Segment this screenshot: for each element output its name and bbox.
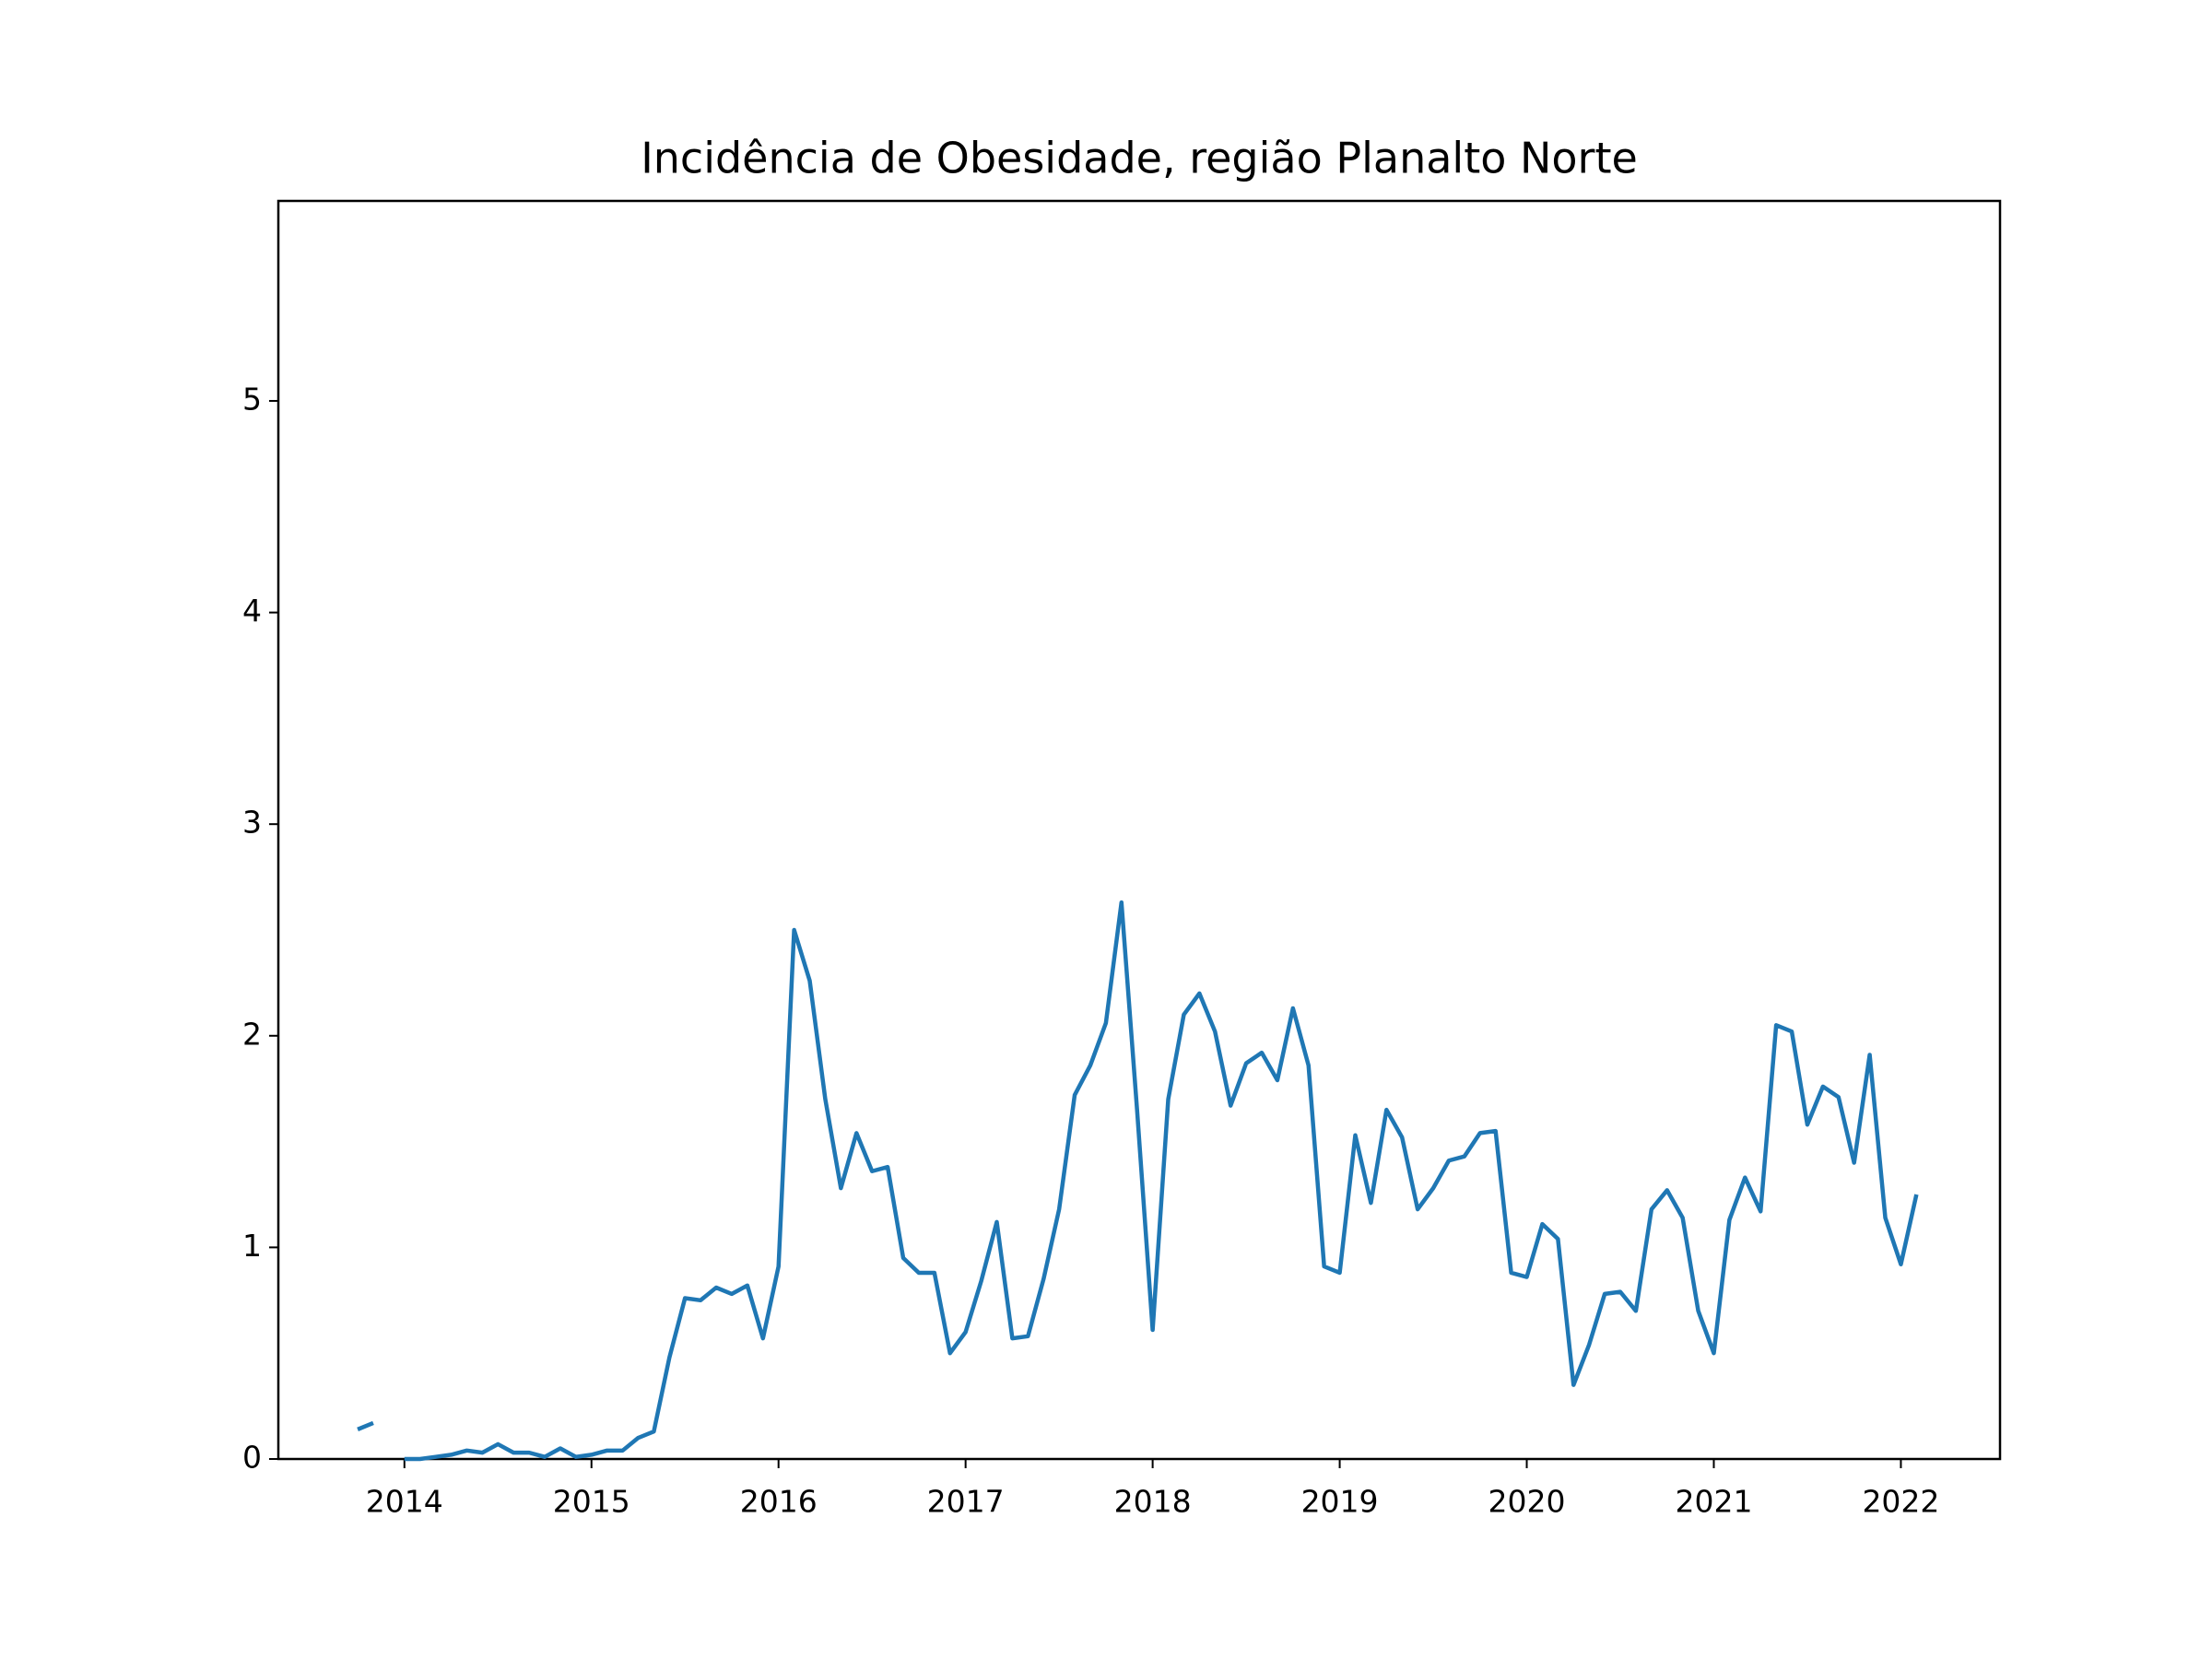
x-tick-label: 2020 [1488, 1484, 1566, 1520]
y-tick-label: 1 [242, 1228, 262, 1264]
y-tick-label: 0 [242, 1440, 262, 1476]
chart-title: Incidência de Obesidade, região Planalto… [641, 134, 1638, 183]
y-tick-label: 2 [242, 1016, 262, 1052]
y-tick-label: 3 [242, 805, 262, 841]
y-tick-label: 5 [242, 381, 262, 417]
x-tick-label: 2019 [1301, 1484, 1379, 1520]
y-tick-label: 4 [242, 593, 262, 629]
x-tick-label: 2014 [366, 1484, 443, 1520]
x-tick-label: 2022 [1862, 1484, 1939, 1520]
x-tick-label: 2017 [927, 1484, 1005, 1520]
x-tick-label: 2021 [1675, 1484, 1752, 1520]
axes-frame [276, 199, 2002, 1461]
x-tick-label: 2018 [1114, 1484, 1192, 1520]
x-tick-label: 2016 [740, 1484, 818, 1520]
data-line [357, 900, 1919, 1462]
x-tick-label: 2015 [553, 1484, 630, 1520]
